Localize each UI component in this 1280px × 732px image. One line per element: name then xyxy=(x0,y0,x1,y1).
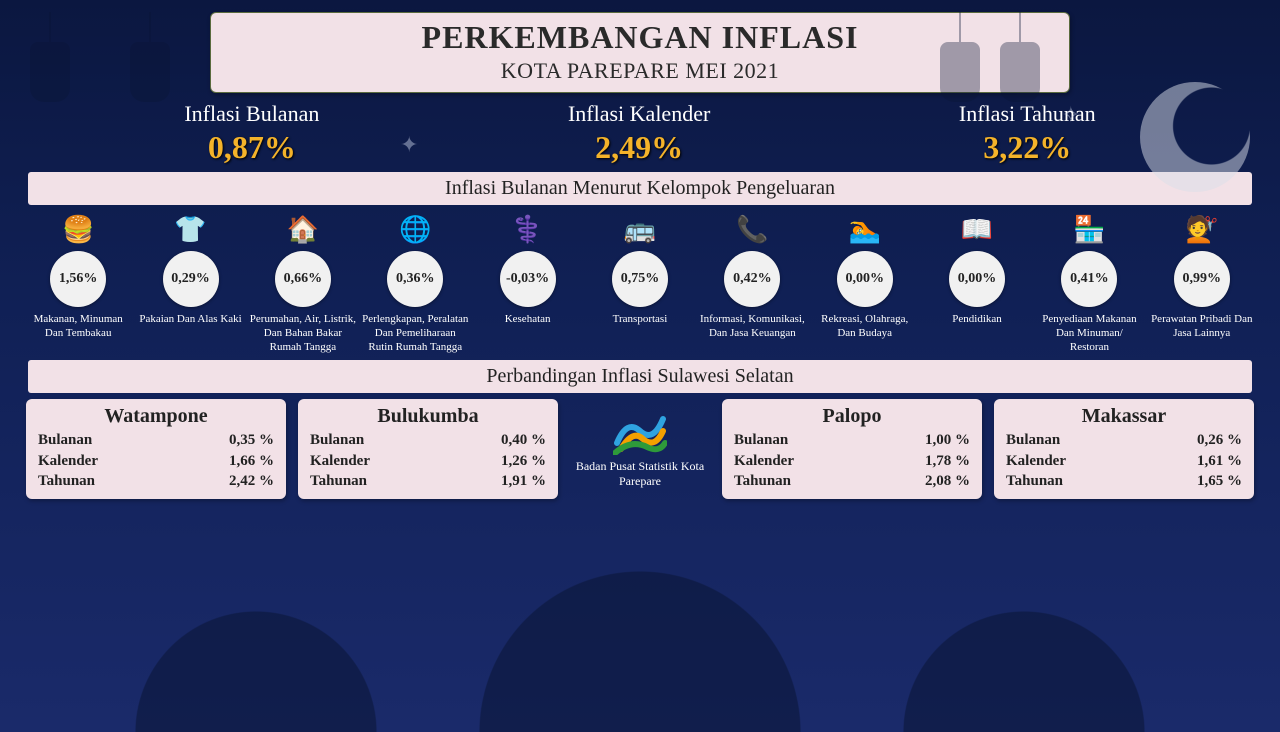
category-icon: 🍔 xyxy=(25,213,131,247)
category-icon: 🚌 xyxy=(587,213,693,247)
row-value: 1,65 % xyxy=(1197,471,1242,491)
category-icon: ⚕️ xyxy=(474,213,580,247)
category-item: 🚌 0,75% Transportasi xyxy=(584,213,696,354)
stat-calendar: Inflasi Kalender 2,49% xyxy=(568,101,710,166)
category-item: 👕 0,29% Pakaian Dan Alas Kaki xyxy=(134,213,246,354)
section-header-comparison: Perbandingan Inflasi Sulawesi Selatan xyxy=(28,360,1252,393)
row-label: Kalender xyxy=(38,451,98,471)
row-value: 1,66 % xyxy=(229,451,274,471)
category-label: Kesehatan xyxy=(474,313,580,327)
row-label: Tahunan xyxy=(734,471,791,491)
category-icon: 🏊 xyxy=(812,213,918,247)
category-value: 0,99% xyxy=(1174,251,1230,307)
lantern-icon xyxy=(30,12,70,112)
category-value: 0,66% xyxy=(275,251,331,307)
row-label: Tahunan xyxy=(38,471,95,491)
category-icon: 📞 xyxy=(699,213,805,247)
city-name: Palopo xyxy=(734,405,970,428)
category-label: Informasi, Komunikasi, Dan Jasa Keuangan xyxy=(699,313,805,341)
top-stats-row: Inflasi Bulanan 0,87% Inflasi Kalender 2… xyxy=(60,101,1220,166)
title-panel: PERKEMBANGAN INFLASI KOTA PAREPARE MEI 2… xyxy=(210,12,1070,93)
category-item: 🏠 0,66% Perumahan, Air, Listrik, Dan Bahan… xyxy=(247,213,359,354)
category-label: Pendidikan xyxy=(924,313,1030,327)
category-value: -0,03% xyxy=(500,251,556,307)
city-card-makassar: Makassar Bulanan 0,26 % Kalender 1,61 % Ta… xyxy=(994,399,1254,499)
category-icon: 💇 xyxy=(1149,213,1255,247)
city-name: Watampone xyxy=(38,405,274,428)
category-item: 🏊 0,00% Rekreasi, Olahraga, Dan Budaya xyxy=(809,213,921,354)
stat-value: 0,87% xyxy=(184,129,319,166)
agency-name: Badan Pusat Statistik Kota Parepare xyxy=(570,459,710,489)
stat-value: 3,22% xyxy=(959,129,1096,166)
category-value: 0,00% xyxy=(949,251,1005,307)
comparison-row: Watampone Bulanan 0,35 % Kalender 1,66 % T… xyxy=(26,399,1254,499)
category-value: 0,75% xyxy=(612,251,668,307)
row-label: Kalender xyxy=(1006,451,1066,471)
row-label: Kalender xyxy=(734,451,794,471)
category-label: Makanan, Minuman Dan Tembakau xyxy=(25,313,131,341)
row-value: 1,00 % xyxy=(925,430,970,450)
stat-label: Inflasi Kalender xyxy=(568,101,710,127)
category-item: 🏪 0,41% Penyediaan Makanan Dan Minuman/ Re… xyxy=(1033,213,1145,354)
row-label: Tahunan xyxy=(1006,471,1063,491)
row-value: 0,26 % xyxy=(1197,430,1242,450)
row-label: Bulanan xyxy=(310,430,364,450)
row-label: Bulanan xyxy=(734,430,788,450)
city-card-bulukumba: Bulukumba Bulanan 0,40 % Kalender 1,26 % T… xyxy=(298,399,558,499)
category-value: 0,00% xyxy=(837,251,893,307)
category-label: Rekreasi, Olahraga, Dan Budaya xyxy=(812,313,918,341)
category-item: 🌐 0,36% Perlengkapan, Peralatan Dan Pemeli… xyxy=(359,213,471,354)
category-label: Perumahan, Air, Listrik, Dan Bahan Bakar… xyxy=(250,313,356,354)
row-value: 0,40 % xyxy=(501,430,546,450)
city-card-watampone: Watampone Bulanan 0,35 % Kalender 1,66 % T… xyxy=(26,399,286,499)
category-icon: 🌐 xyxy=(362,213,468,247)
row-value: 2,08 % xyxy=(925,471,970,491)
page-title: PERKEMBANGAN INFLASI xyxy=(221,19,1059,56)
category-value: 0,41% xyxy=(1061,251,1117,307)
mosque-silhouette xyxy=(0,512,1280,732)
row-value: 1,61 % xyxy=(1197,451,1242,471)
category-label: Perawatan Pribadi Dan Jasa Lainnya xyxy=(1149,313,1255,341)
row-value: 1,91 % xyxy=(501,471,546,491)
row-value: 1,26 % xyxy=(501,451,546,471)
category-icon: 🏠 xyxy=(250,213,356,247)
star-icon: ✧ xyxy=(1062,102,1080,128)
category-value: 0,36% xyxy=(387,251,443,307)
category-icon: 🏪 xyxy=(1036,213,1142,247)
category-label: Perlengkapan, Peralatan Dan Pemeliharaan… xyxy=(362,313,468,354)
category-item: 🍔 1,56% Makanan, Minuman Dan Tembakau xyxy=(22,213,134,354)
page-subtitle: KOTA PAREPARE MEI 2021 xyxy=(221,58,1059,84)
category-label: Penyediaan Makanan Dan Minuman/ Restoran xyxy=(1036,313,1142,354)
category-item: 📖 0,00% Pendidikan xyxy=(921,213,1033,354)
category-value: 1,56% xyxy=(50,251,106,307)
category-item: 💇 0,99% Perawatan Pribadi Dan Jasa Lainnya xyxy=(1146,213,1258,354)
row-value: 2,42 % xyxy=(229,471,274,491)
stat-value: 2,49% xyxy=(568,129,710,166)
lantern-icon xyxy=(130,12,170,112)
row-label: Bulanan xyxy=(38,430,92,450)
category-item: 📞 0,42% Informasi, Komunikasi, Dan Jasa Ke… xyxy=(696,213,808,354)
bps-logo-icon xyxy=(613,409,667,455)
row-value: 0,35 % xyxy=(229,430,274,450)
category-label: Transportasi xyxy=(587,313,693,327)
row-label: Tahunan xyxy=(310,471,367,491)
agency-block: Badan Pusat Statistik Kota Parepare xyxy=(570,409,710,489)
city-card-palopo: Palopo Bulanan 1,00 % Kalender 1,78 % Tahu… xyxy=(722,399,982,499)
stat-label: Inflasi Bulanan xyxy=(184,101,319,127)
city-name: Makassar xyxy=(1006,405,1242,428)
section-header-categories: Inflasi Bulanan Menurut Kelompok Pengelu… xyxy=(28,172,1252,205)
category-row: 🍔 1,56% Makanan, Minuman Dan Tembakau 👕 0,29… xyxy=(22,213,1258,354)
star-icon: ✦ xyxy=(400,132,418,158)
row-value: 1,78 % xyxy=(925,451,970,471)
stat-monthly: Inflasi Bulanan 0,87% xyxy=(184,101,319,166)
category-value: 0,42% xyxy=(724,251,780,307)
city-name: Bulukumba xyxy=(310,405,546,428)
category-value: 0,29% xyxy=(163,251,219,307)
row-label: Kalender xyxy=(310,451,370,471)
category-item: ⚕️ -0,03% Kesehatan xyxy=(471,213,583,354)
category-icon: 👕 xyxy=(137,213,243,247)
category-icon: 📖 xyxy=(924,213,1030,247)
category-label: Pakaian Dan Alas Kaki xyxy=(137,313,243,327)
row-label: Bulanan xyxy=(1006,430,1060,450)
